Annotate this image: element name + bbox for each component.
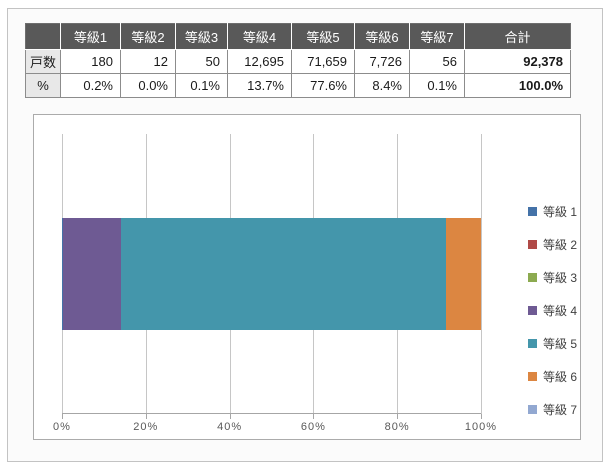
bar-segment-等級5: [120, 218, 446, 330]
row-label-percent: %: [25, 73, 61, 98]
pct-total: 100.0%: [464, 73, 571, 98]
x-tick-label: 100%: [464, 421, 498, 433]
legend-label: 等級 1: [543, 205, 578, 219]
legend-item-等級5: 等級 5: [528, 327, 608, 360]
bar-segment-等級1: [62, 218, 63, 330]
pct-grade1: 0.2%: [60, 73, 121, 98]
plot-area: 0% 20% 40% 60% 80% 100%: [53, 134, 496, 433]
legend-swatch-icon: [528, 339, 537, 348]
stacked-bar-chart: 0% 20% 40% 60% 80% 100% 等級 1 等級 2 等級 3 等級 4 等級 5 等…: [33, 114, 581, 440]
row-label-count: 戸数: [25, 49, 61, 74]
legend-swatch-icon: [528, 207, 537, 216]
bar-segment-等級4: [63, 218, 121, 330]
pct-grade6: 8.4%: [354, 73, 410, 98]
legend-swatch-icon: [528, 240, 537, 249]
bar-segment-等級6: [445, 218, 481, 330]
count-grade1: 180: [60, 49, 121, 74]
axis-tick: [397, 414, 399, 419]
legend-item-等級6: 等級 6: [528, 360, 608, 393]
table-row-count: 戸数 180 12 50 12,695 71,659 7,726 56 92,3…: [25, 49, 571, 74]
x-tick-label: 80%: [384, 421, 410, 433]
col-header-grade3: 等級3: [175, 23, 228, 50]
count-grade5: 71,659: [291, 49, 355, 74]
legend-swatch-icon: [528, 372, 537, 381]
legend-item-等級2: 等級 2: [528, 228, 608, 261]
count-grade4: 12,695: [227, 49, 292, 74]
col-header-grade1: 等級1: [60, 23, 121, 50]
legend-label: 等級 4: [543, 304, 578, 318]
corner-cell: [25, 23, 61, 50]
pct-grade5: 77.6%: [291, 73, 355, 98]
pct-grade7: 0.1%: [409, 73, 465, 98]
axis-tick: [62, 414, 63, 419]
legend: 等級 1 等級 2 等級 3 等級 4 等級 5 等級 6 等級 7: [528, 195, 608, 426]
col-header-grade6: 等級6: [354, 23, 410, 50]
axis-tick: [145, 414, 147, 419]
col-header-grade7: 等級7: [409, 23, 465, 50]
pct-grade3: 0.1%: [175, 73, 228, 98]
legend-label: 等級 7: [543, 403, 578, 417]
legend-label: 等級 2: [543, 238, 578, 252]
col-header-grade2: 等級2: [120, 23, 176, 50]
gridline: [481, 134, 482, 414]
col-header-grade4: 等級4: [227, 23, 292, 50]
legend-item-等級3: 等級 3: [528, 261, 608, 294]
legend-item-等級7: 等級 7: [528, 393, 608, 426]
grade-summary-table: 等級1 等級2 等級3 等級4 等級5 等級6 等級7 合計 戸数 180 12…: [25, 23, 571, 98]
legend-swatch-icon: [528, 273, 537, 282]
col-header-total: 合計: [464, 23, 571, 50]
x-tick-label: 20%: [133, 421, 159, 433]
legend-swatch-icon: [528, 306, 537, 315]
x-tick-label: 0%: [53, 421, 71, 433]
x-tick-label: 60%: [300, 421, 326, 433]
x-tick-label: 40%: [217, 421, 243, 433]
axis-tick: [313, 414, 315, 419]
legend-label: 等級 5: [543, 337, 578, 351]
axis-tick: [229, 414, 231, 419]
count-grade7: 56: [409, 49, 465, 74]
count-grade3: 50: [175, 49, 228, 74]
stacked-bar: [62, 218, 481, 330]
count-grade2: 12: [120, 49, 176, 74]
legend-label: 等級 3: [543, 271, 578, 285]
x-axis-line: [62, 413, 481, 414]
table-header-row: 等級1 等級2 等級3 等級4 等級5 等級6 等級7 合計: [25, 23, 571, 50]
count-grade6: 7,726: [354, 49, 410, 74]
count-total: 92,378: [464, 49, 571, 74]
legend-swatch-icon: [528, 405, 537, 414]
col-header-grade5: 等級5: [291, 23, 355, 50]
table-row-percent: % 0.2% 0.0% 0.1% 13.7% 77.6% 8.4% 0.1% 1…: [25, 73, 571, 98]
pct-grade2: 0.0%: [120, 73, 176, 98]
legend-item-等級1: 等級 1: [528, 195, 608, 228]
legend-label: 等級 6: [543, 370, 578, 384]
axis-tick: [481, 414, 482, 419]
legend-item-等級4: 等級 4: [528, 294, 608, 327]
pct-grade4: 13.7%: [227, 73, 292, 98]
